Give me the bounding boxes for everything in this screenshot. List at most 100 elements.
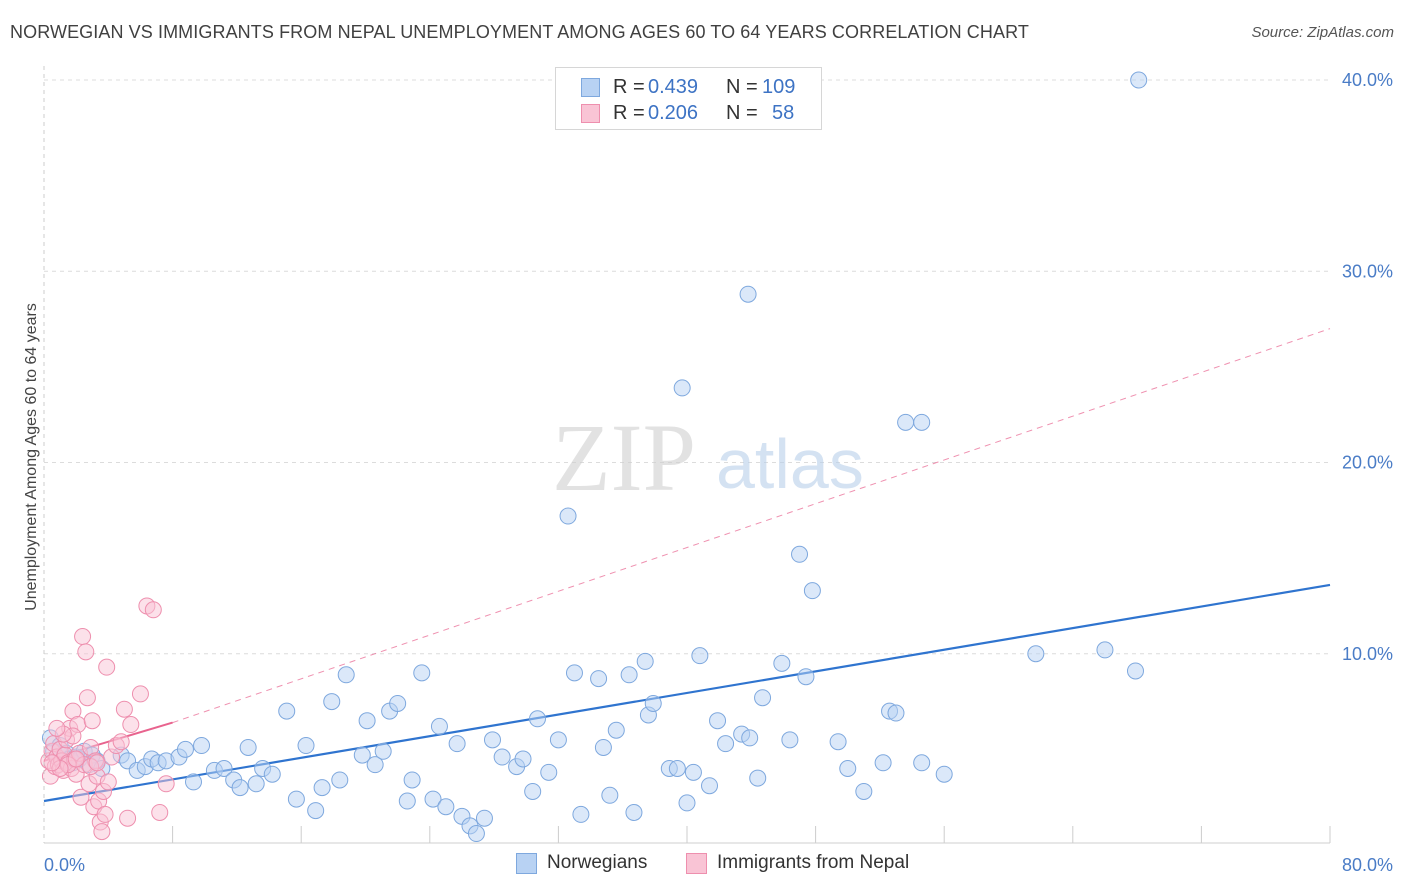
data-point-norwegians [278,702,296,720]
data-point-norwegians [839,760,857,777]
data-point-norwegians [193,737,211,755]
y-tick-label: 30.0% [1342,261,1393,281]
data-point-nepal [157,775,175,793]
legend-n-label: N = [726,76,758,98]
data-point-norwegians [781,731,799,749]
data-point-norwegians [353,746,371,764]
data-point-norwegians [184,773,202,791]
data-point-nepal [119,809,137,827]
legend-swatch-blue [581,78,600,97]
data-point-nepal [151,803,169,821]
data-point-norwegians [331,771,349,789]
data-point-norwegians [559,507,577,525]
legend-swatch-pink [581,104,600,123]
data-point-norwegians [935,765,953,783]
data-point-nepal [144,601,162,619]
data-point-norwegians [829,733,847,751]
legend-n-label: N = [726,102,758,124]
y-tick-label: 10.0% [1342,644,1393,664]
data-point-nepal [88,754,106,772]
data-point-norwegians [678,794,696,812]
data-point-nepal [78,689,96,707]
data-point-norwegians [709,712,727,730]
data-point-nepal [67,750,85,768]
data-point-nepal [43,754,61,772]
data-point-norwegians [739,285,757,303]
legend-r-label: R = [613,76,645,98]
legend-n-value: 109 [762,76,796,98]
legend-row-norwegians: R = 0.439 N = 109 [556,76,821,100]
data-point-norwegians [475,809,493,827]
data-point-norwegians [913,754,931,772]
legend-r-value: 0.439 [648,76,699,98]
data-point-norwegians [636,652,654,670]
data-point-norwegians [887,704,905,722]
x-tick-label: 0.0% [44,855,85,875]
data-point-norwegians [1130,71,1148,89]
data-point-norwegians [287,790,305,808]
data-point-norwegians [668,760,686,777]
data-point-norwegians [448,735,466,753]
data-point-norwegians [803,582,821,600]
data-point-nepal [131,685,149,703]
data-point-norwegians [749,769,767,787]
data-point-norwegians [307,802,325,820]
data-point-norwegians [773,654,791,672]
data-point-nepal [74,628,92,646]
data-point-nepal [48,719,66,737]
data-point-nepal [112,733,130,751]
data-point-nepal [83,712,101,730]
legend-r-value: 0.206 [648,102,699,124]
data-point-norwegians [215,760,233,777]
data-point-norwegians [337,666,355,684]
data-point-norwegians [620,666,638,684]
data-point-norwegians [855,782,873,800]
data-point-norwegians [1096,641,1114,659]
legend-row-nepal: R = 0.206 N = 58 [556,102,821,126]
data-point-nepal [93,823,111,841]
watermark-atlas: atlas [716,425,864,503]
data-point-norwegians [673,379,691,397]
data-point-norwegians [529,710,547,728]
data-point-norwegians [374,742,392,760]
data-point-nepal [96,805,114,823]
data-point-norwegians [231,779,249,797]
data-point-norwegians [430,717,448,735]
data-point-norwegians [483,731,501,749]
data-point-norwegians [398,792,416,810]
data-point-norwegians [701,777,719,795]
data-point-norwegians [754,689,772,707]
data-points [40,71,1148,843]
data-point-norwegians [524,782,542,800]
data-point-norwegians [797,668,815,686]
y-tick-label: 40.0% [1342,70,1393,90]
legend-r-label: R = [613,102,645,124]
data-point-norwegians [594,738,612,756]
data-point-nepal [98,658,116,676]
data-point-norwegians [403,771,421,789]
data-point-norwegians [366,756,384,774]
trend-line-extension [172,328,1331,724]
data-point-norwegians [590,670,608,688]
data-point-norwegians [549,731,567,749]
data-point-norwegians [467,825,485,843]
watermark: ZIP atlas [552,404,864,511]
data-point-norwegians [313,779,331,797]
legend-swatch-pink [686,853,707,874]
data-point-norwegians [644,694,662,712]
source-label: Source: ZipAtlas.com [1251,24,1394,41]
legend-n-value: 58 [772,102,795,124]
data-point-norwegians [741,729,759,747]
data-point-nepal [122,716,140,734]
data-point-norwegians [247,775,265,793]
data-point-norwegians [424,790,442,808]
data-point-norwegians [297,737,315,755]
data-point-norwegians [717,735,735,753]
data-point-norwegians [1126,662,1144,680]
data-point-norwegians [1027,645,1045,663]
y-tick-label: 20.0% [1342,453,1393,473]
data-point-norwegians [601,786,619,804]
data-point-norwegians [607,721,625,739]
data-point-norwegians [691,647,709,665]
